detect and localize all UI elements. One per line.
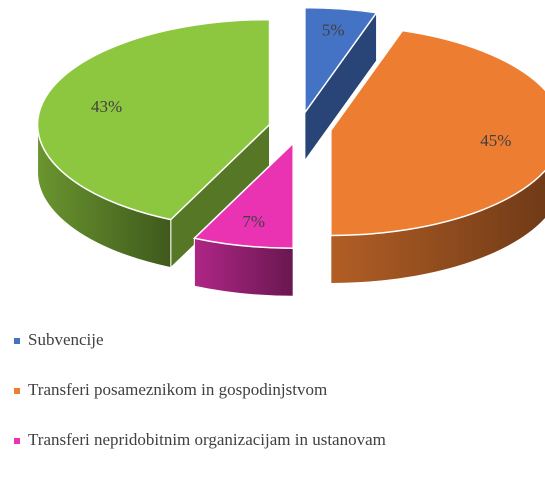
data-label: 7% bbox=[242, 212, 265, 231]
slice bbox=[192, 141, 294, 249]
legend-swatch bbox=[14, 338, 20, 344]
legend-item: Subvencije bbox=[14, 330, 414, 350]
data-label: 43% bbox=[91, 97, 122, 116]
legend-item: Transferi nepridobitnim organizacijam in… bbox=[14, 430, 414, 450]
legend-label: Subvencije bbox=[28, 330, 104, 349]
legend-label: Transferi nepridobitnim organizacijam in… bbox=[28, 430, 386, 449]
legend-label: Transferi posameznikom in gospodinjstvom bbox=[28, 380, 328, 399]
legend-swatch bbox=[14, 438, 20, 444]
slice bbox=[36, 18, 271, 221]
slice bbox=[330, 29, 545, 237]
legend: Subvencije Transferi posameznikom in gosp… bbox=[14, 330, 414, 480]
chart: 5% 45% 7% 43% bbox=[36, 6, 545, 297]
data-label: 45% bbox=[480, 131, 511, 150]
legend-swatch bbox=[14, 388, 20, 394]
slice bbox=[304, 6, 378, 115]
legend-item: Transferi posameznikom in gospodinjstvom bbox=[14, 380, 414, 400]
data-label: 5% bbox=[322, 21, 345, 40]
